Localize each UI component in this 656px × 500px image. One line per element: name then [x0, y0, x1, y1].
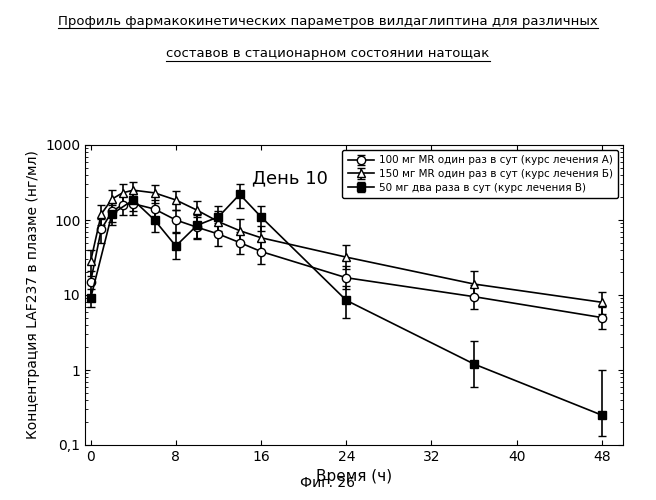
X-axis label: Время (ч): Время (ч) [316, 470, 392, 484]
Legend: 100 мг MR один раз в сут (курс лечения А), 150 мг MR один раз в сут (курс лечени: 100 мг MR один раз в сут (курс лечения А… [342, 150, 618, 198]
Text: День 10: День 10 [252, 169, 327, 187]
Text: Фиг. 26: Фиг. 26 [300, 476, 356, 490]
Text: Профиль фармакокинетических параметров вилдаглиптина для различных: Профиль фармакокинетических параметров в… [58, 15, 598, 28]
Text: составов в стационарном состоянии натощак: составов в стационарном состоянии натоща… [167, 48, 489, 60]
Y-axis label: Концентрация LAF237 в плазме (нг/мл): Концентрация LAF237 в плазме (нг/мл) [26, 150, 40, 440]
